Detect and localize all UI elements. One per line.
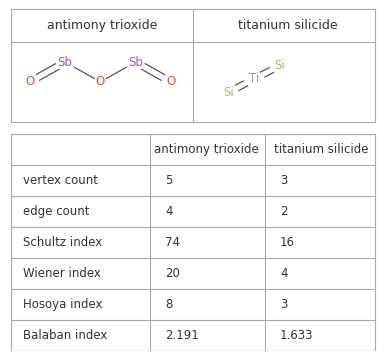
Text: Wiener index: Wiener index bbox=[22, 267, 100, 280]
Text: Si: Si bbox=[275, 59, 286, 72]
Text: 3: 3 bbox=[280, 298, 288, 311]
Text: vertex count: vertex count bbox=[22, 174, 98, 187]
Text: titanium silicide: titanium silicide bbox=[238, 19, 337, 32]
Text: 16: 16 bbox=[280, 236, 295, 249]
Text: Ti: Ti bbox=[249, 72, 259, 86]
Text: 74: 74 bbox=[165, 236, 180, 249]
Text: Si: Si bbox=[223, 86, 234, 99]
Text: O: O bbox=[166, 76, 175, 88]
Text: 1.633: 1.633 bbox=[280, 329, 313, 342]
Text: O: O bbox=[25, 76, 35, 88]
Text: 2: 2 bbox=[280, 205, 288, 218]
Text: 5: 5 bbox=[165, 174, 173, 187]
Text: titanium silicide: titanium silicide bbox=[274, 143, 368, 156]
Text: Balaban index: Balaban index bbox=[22, 329, 107, 342]
Text: O: O bbox=[96, 76, 105, 88]
Text: edge count: edge count bbox=[22, 205, 89, 218]
Text: Schultz index: Schultz index bbox=[22, 236, 102, 249]
Text: 4: 4 bbox=[165, 205, 173, 218]
Text: antimony trioxide: antimony trioxide bbox=[47, 19, 157, 32]
Text: 3: 3 bbox=[280, 174, 288, 187]
Text: 2.191: 2.191 bbox=[165, 329, 199, 342]
Text: Sb: Sb bbox=[58, 55, 73, 68]
Text: Hosoya index: Hosoya index bbox=[22, 298, 102, 311]
Text: antimony trioxide: antimony trioxide bbox=[154, 143, 258, 156]
Text: 4: 4 bbox=[280, 267, 288, 280]
Text: 8: 8 bbox=[165, 298, 173, 311]
Text: 20: 20 bbox=[165, 267, 180, 280]
Text: Sb: Sb bbox=[128, 55, 143, 68]
